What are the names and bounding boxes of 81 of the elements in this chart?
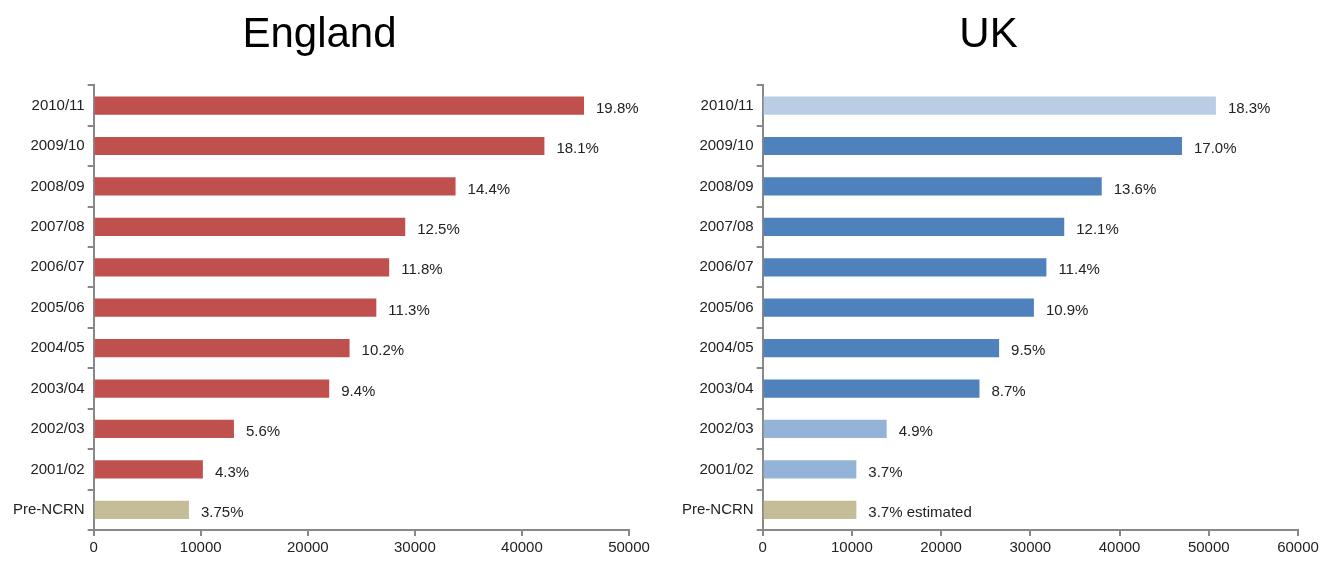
annotation: 5.6% — [245, 422, 281, 440]
x-tick-label: 20000 — [286, 538, 329, 556]
bar — [94, 258, 390, 277]
annotation: 17.0% — [1194, 139, 1237, 157]
x-tick-label: 50000 — [608, 538, 650, 556]
annotation: 4.3% — [214, 462, 250, 480]
annotation: 4.9% — [898, 422, 933, 440]
bar — [94, 217, 406, 236]
annotation: 8.7% — [991, 381, 1026, 399]
y-tick-label: 2004/05 — [699, 338, 754, 356]
annotation: 18.3% — [1227, 98, 1271, 116]
annotation: 12.1% — [1076, 220, 1119, 237]
bar — [94, 339, 350, 358]
bar — [763, 258, 1047, 277]
chart-title: England — [242, 8, 397, 56]
y-tick-label: 2002/03 — [30, 419, 85, 437]
bar — [94, 177, 456, 196]
bar — [763, 339, 1000, 358]
bar — [763, 500, 857, 519]
bar — [763, 379, 980, 398]
annotation: 10.2% — [361, 341, 405, 359]
annotation: 11.4% — [1058, 260, 1100, 278]
annotation: 18.1% — [556, 139, 599, 157]
bar — [94, 460, 203, 479]
bar — [763, 96, 1216, 115]
y-tick-label: 2001/02 — [30, 459, 85, 477]
y-tick-label: 2007/08 — [699, 217, 754, 234]
y-tick-label: 2010/11 — [31, 95, 85, 113]
y-tick-label: 2007/08 — [30, 217, 85, 234]
annotation: 11.3% — [388, 300, 430, 318]
bar — [763, 177, 1102, 196]
x-tick-label: 20000 — [920, 538, 962, 556]
annotation: 14.4% — [467, 179, 511, 197]
annotation: 10.9% — [1045, 300, 1089, 318]
y-tick-label: 2009/10 — [699, 136, 754, 154]
annotation: 11.8% — [401, 260, 443, 278]
chart-title: UK — [959, 8, 1018, 56]
x-tick-label: 50000 — [1187, 538, 1230, 556]
bar — [763, 217, 1065, 236]
y-tick-label: 2003/04 — [699, 378, 754, 396]
y-tick-label: 2005/06 — [699, 297, 754, 315]
bar — [763, 460, 857, 479]
x-tick-label: 30000 — [1009, 538, 1052, 556]
x-tick-label: 0 — [89, 538, 98, 556]
y-tick-label: 2009/10 — [30, 136, 85, 154]
annotation: 19.8% — [596, 98, 639, 116]
bar — [763, 298, 1034, 317]
bar — [94, 298, 377, 317]
annotation: 9.5% — [1011, 341, 1046, 359]
annotation: 3.7% estimated — [868, 502, 972, 520]
x-tick-label: 40000 — [501, 538, 543, 556]
x-tick-label: 40000 — [1098, 538, 1141, 556]
annotation: 12.5% — [417, 220, 460, 237]
x-tick-label: 10000 — [831, 538, 873, 556]
bar — [94, 379, 330, 398]
annotation: 13.6% — [1113, 179, 1157, 197]
annotation: 9.4% — [341, 381, 376, 399]
bar — [763, 419, 887, 439]
y-tick-label: 2008/09 — [699, 176, 754, 194]
y-tick-label: 2004/05 — [30, 338, 85, 356]
y-tick-label: 2003/04 — [30, 378, 85, 396]
y-tick-label: 2006/07 — [699, 257, 754, 275]
bar — [763, 136, 1183, 156]
bar — [94, 96, 585, 115]
x-tick-label: 60000 — [1277, 538, 1319, 556]
annotation: 3.7% — [868, 462, 903, 480]
y-tick-label: 2008/09 — [30, 176, 85, 194]
bar — [94, 500, 189, 519]
x-tick-label: 0 — [758, 538, 767, 556]
y-tick-label: Pre-NCRN — [682, 499, 754, 517]
bar — [94, 136, 545, 156]
y-tick-label: 2002/03 — [699, 419, 754, 437]
y-tick-label: 2001/02 — [699, 459, 754, 477]
x-tick-label: 10000 — [179, 538, 222, 556]
y-tick-label: 2006/07 — [30, 257, 85, 275]
annotation: 3.75% — [200, 502, 244, 520]
bar — [94, 419, 234, 439]
x-tick-label: 30000 — [394, 538, 436, 556]
y-tick-label: 2005/06 — [30, 297, 85, 315]
y-tick-label: Pre-NCRN — [13, 499, 85, 517]
y-tick-label: 2010/11 — [700, 95, 754, 113]
